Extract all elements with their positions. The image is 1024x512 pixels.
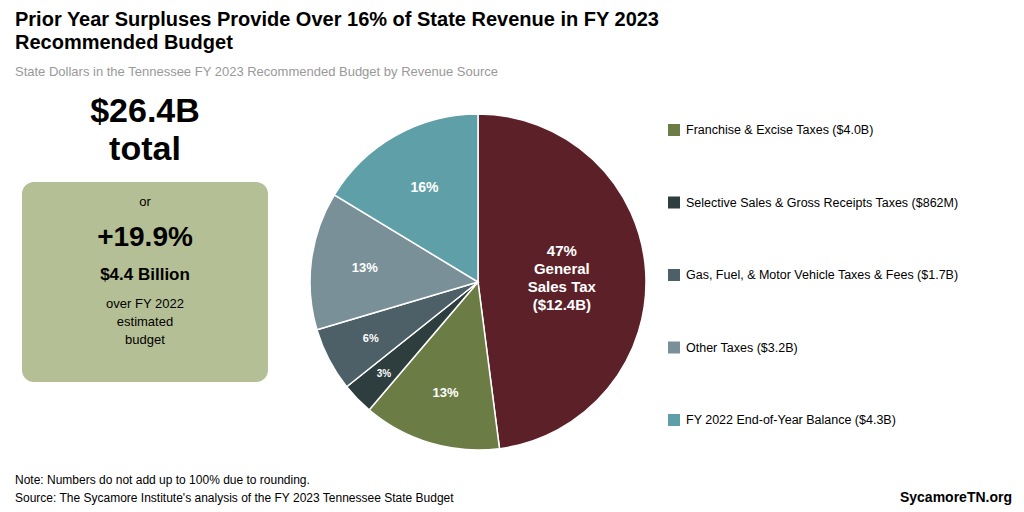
pie <box>310 114 646 450</box>
callout-text: over FY 2022 estimated budget <box>106 296 184 347</box>
total-annotation: $26.4Btotal <box>90 91 200 167</box>
category-label: Selective Sales & Gross Receipts Taxes (… <box>686 196 958 210</box>
text-line: 13% <box>432 384 458 399</box>
data-label: 3% <box>377 368 392 379</box>
data-label: 16% <box>410 179 439 195</box>
text-line: 16% <box>410 179 439 195</box>
chart: Prior Year Surpluses Provide Over 16% of… <box>0 0 1024 512</box>
text-line: 3% <box>377 368 392 379</box>
credit: SycamoreTN.org <box>900 489 1012 505</box>
data-label: 13% <box>432 384 458 399</box>
label-swatch <box>668 414 680 426</box>
category-label: Other Taxes ($3.2B) <box>686 341 798 355</box>
label-swatch <box>668 342 680 354</box>
title: Prior Year Surpluses Provide Over 16% of… <box>15 8 659 53</box>
callout-box <box>22 182 268 382</box>
data-labels: 47%GeneralSales Tax($12.4B) 13% 3% 6% 13% 16% <box>352 179 597 399</box>
text-line: 13% <box>352 260 378 275</box>
text-line: total <box>109 129 181 167</box>
data-label: 47%GeneralSales Tax($12.4B) <box>528 241 597 312</box>
text-line: $4.4 Billion <box>100 265 190 284</box>
pie-slice <box>478 114 646 449</box>
category-labels: Franchise & Excise Taxes ($4.0B) Selectiv… <box>668 123 958 427</box>
category-label: Gas, Fuel, & Motor Vehicle Taxes & Fees … <box>686 268 958 282</box>
text-line: or <box>139 194 151 209</box>
data-label: 13% <box>352 260 378 275</box>
text-line: 6% <box>363 332 379 344</box>
note: Note: Numbers do not add up to 100% due … <box>15 473 310 487</box>
callout-text: or <box>139 194 151 209</box>
text-line: 47% <box>547 241 577 258</box>
callout-text: +19.9% <box>97 221 193 252</box>
text-line: over FY 2022 <box>106 296 184 311</box>
label-swatch <box>668 197 680 209</box>
category-label: FY 2022 End-of-Year Balance ($4.3B) <box>686 413 896 427</box>
pie-slice <box>334 114 478 282</box>
text-line: $26.4B <box>90 91 200 129</box>
label-swatch <box>668 124 680 136</box>
text-line: General <box>534 259 590 276</box>
category-label: Franchise & Excise Taxes ($4.0B) <box>686 123 873 137</box>
source: Source: The Sycamore Institute's analysi… <box>15 491 454 505</box>
subtitle: State Dollars in the Tennessee FY 2023 R… <box>15 64 498 79</box>
callout-text: $4.4 Billion <box>100 265 190 284</box>
text-line: +19.9% <box>97 221 193 252</box>
data-label: 6% <box>363 332 379 344</box>
label-swatch <box>668 269 680 281</box>
text-line: Prior Year Surpluses Provide Over 16% of… <box>15 8 659 30</box>
text-line: estimated <box>117 314 173 329</box>
text-line: ($12.4B) <box>533 295 591 312</box>
text-line: Sales Tax <box>528 277 597 294</box>
text-line: budget <box>125 332 165 347</box>
text-line: Recommended Budget <box>15 31 233 53</box>
